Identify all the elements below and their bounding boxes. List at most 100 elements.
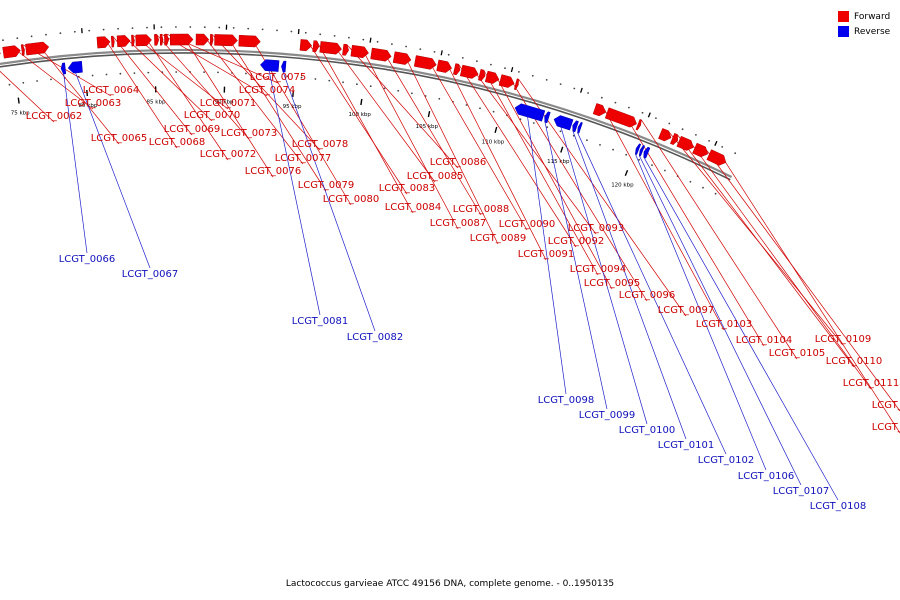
gene-label[interactable]: LCGT_0074 (239, 85, 296, 96)
gene-arrow-lcgt-0089[interactable] (392, 51, 412, 65)
gene-label[interactable]: LCGT_0066 (59, 254, 116, 265)
gene-arrow-lcgt-0070[interactable] (116, 35, 131, 48)
gene-label[interactable]: LCGT_0095 (584, 278, 641, 289)
gene-arrow-lcgt-0073[interactable] (154, 34, 160, 46)
gene-label[interactable]: LCGT_0067 (122, 269, 179, 280)
gene-arrow-lcgt-0113[interactable] (706, 149, 727, 166)
gene-arrow-lcgt-0086[interactable] (342, 43, 349, 56)
gene-arrow-lcgt-0112[interactable] (692, 142, 709, 158)
gene-arrow-lcgt-0092[interactable] (453, 63, 461, 76)
gene-arrow-lcgt-0105[interactable] (635, 118, 642, 131)
gene-arrow-lcgt-0094[interactable] (477, 68, 486, 82)
gene-label[interactable]: LCGT_0083 (379, 183, 436, 194)
gene-label[interactable]: LCGT_0099 (579, 410, 636, 421)
gene-arrow-lcgt-0110[interactable] (669, 132, 678, 145)
gene-label[interactable]: LCGT_0068 (149, 137, 206, 148)
gene-label[interactable]: LCGT_0085 (407, 171, 464, 182)
gene-arrow-lcgt-0096[interactable] (498, 74, 515, 88)
gene-label[interactable]: LCGT_0077 (275, 153, 332, 164)
gene-arrow-lcgt-0106[interactable] (635, 143, 642, 155)
gene-arrow-lcgt-0076[interactable] (169, 33, 194, 46)
gene-label[interactable]: LCGT_0064 (83, 85, 140, 96)
gene-arrow-lcgt-0088[interactable] (370, 47, 392, 62)
gene-label[interactable]: LCGT_0079 (298, 180, 355, 191)
gene-arrow-lcgt-0074[interactable] (159, 33, 164, 46)
gene-label[interactable]: LCGT_0073 (221, 128, 278, 139)
gene-arrow-lcgt-0095[interactable] (484, 70, 500, 84)
gene-arrow-lcgt-0063[interactable] (2, 45, 21, 59)
gene-arrow-lcgt-0064[interactable] (20, 44, 25, 56)
gene-label[interactable]: LCGT_0105 (769, 348, 826, 359)
gene-label[interactable]: LCGT_0097 (658, 305, 715, 316)
gene-label[interactable]: LCGT_0112 (872, 400, 900, 411)
gene-arrow-lcgt-0079[interactable] (214, 34, 238, 47)
gene-label[interactable]: LCGT_0090 (499, 219, 556, 230)
gene-arrow-lcgt-0109[interactable] (658, 128, 672, 142)
gene-label[interactable]: LCGT_0087 (430, 218, 487, 229)
gene-label[interactable]: LCGT_0094 (570, 264, 627, 275)
gene-arrow-lcgt-0065[interactable] (25, 41, 50, 56)
gene-label[interactable]: LCGT_0088 (453, 204, 510, 215)
legend-item-forward[interactable]: Forward (838, 9, 890, 24)
gene-label[interactable]: LCGT_0062 (26, 111, 83, 122)
gene-label[interactable]: LCGT_0078 (292, 139, 349, 150)
gene-arrow-lcgt-0103[interactable] (592, 103, 607, 117)
gene-arrow-lcgt-0072[interactable] (135, 34, 152, 47)
gene-arrow-lcgt-0111[interactable] (676, 135, 694, 151)
gene-label[interactable]: LCGT_0096 (619, 290, 676, 301)
gene-label[interactable]: LCGT_0071 (200, 98, 257, 109)
legend-item-reverse[interactable]: Reverse (838, 24, 890, 39)
gene-label[interactable]: LCGT_0070 (184, 110, 241, 121)
gene-label[interactable]: LCGT_0098 (538, 395, 595, 406)
gene-arrow-lcgt-0082[interactable] (281, 60, 287, 73)
gene-label[interactable]: LCGT_0089 (470, 233, 527, 244)
gene-label[interactable]: LCGT_0069 (164, 124, 221, 135)
gene-arrow-lcgt-0090[interactable] (413, 55, 437, 70)
gene-label[interactable]: LCGT_0081 (292, 316, 349, 327)
gene-label[interactable]: LCGT_0091 (518, 249, 575, 260)
gene-arrow-lcgt-0099[interactable] (544, 111, 551, 124)
gene-arrow-lcgt-0108[interactable] (643, 146, 651, 159)
gene-label[interactable]: LCGT_0113 (872, 422, 900, 433)
gene-arrow-lcgt-0071[interactable] (131, 34, 135, 47)
gene-label[interactable]: LCGT_0082 (347, 332, 404, 343)
gene-label[interactable]: LCGT_0086 (430, 157, 487, 168)
gene-label[interactable]: LCGT_0107 (773, 486, 830, 497)
gene-arrow-lcgt-0075[interactable] (164, 33, 170, 46)
gene-label[interactable]: LCGT_0101 (658, 440, 715, 451)
gene-arrow-lcgt-0104[interactable] (604, 107, 637, 128)
gene-arrow-lcgt-0091[interactable] (436, 59, 453, 73)
gene-label[interactable]: LCGT_0084 (385, 202, 442, 213)
gene-arrow-lcgt-0098[interactable] (514, 103, 546, 122)
gene-arrow-lcgt-0100[interactable] (553, 115, 574, 131)
gene-label[interactable]: LCGT_0076 (245, 166, 302, 177)
gene-label[interactable]: LCGT_0065 (91, 133, 148, 144)
gene-label[interactable]: LCGT_0072 (200, 149, 257, 160)
gene-arrow-lcgt-0080[interactable] (238, 34, 261, 48)
gene-label[interactable]: LCGT_0093 (568, 223, 625, 234)
gene-label[interactable]: LCGT_0103 (696, 319, 753, 330)
gene-arrow-lcgt-0078[interactable] (209, 34, 214, 46)
gene-arrow-lcgt-0087[interactable] (350, 44, 369, 59)
gene-arrow-lcgt-0062[interactable] (0, 49, 1, 66)
gene-label[interactable]: LCGT_0092 (548, 236, 605, 247)
gene-arrow-lcgt-0084[interactable] (312, 40, 320, 53)
gene-label[interactable]: LCGT_0106 (738, 471, 795, 482)
gene-label[interactable]: LCGT_0080 (323, 194, 380, 205)
gene-label[interactable]: LCGT_0104 (736, 335, 793, 346)
gene-label[interactable]: LCGT_0102 (698, 455, 755, 466)
gene-label[interactable]: LCGT_0110 (826, 356, 883, 367)
gene-label[interactable]: LCGT_0075 (250, 72, 307, 83)
gene-arrow-lcgt-0102[interactable] (577, 121, 583, 134)
gene-arrow-lcgt-0097[interactable] (513, 78, 519, 90)
gene-arrow-lcgt-0093[interactable] (459, 64, 479, 79)
gene-arrow-lcgt-0077[interactable] (195, 33, 210, 46)
gene-arrow-lcgt-0069[interactable] (110, 35, 115, 48)
gene-label[interactable]: LCGT_0108 (810, 501, 867, 512)
gene-arrow-lcgt-0068[interactable] (96, 36, 111, 49)
gene-label[interactable]: LCGT_0063 (65, 98, 122, 109)
gene-label[interactable]: LCGT_0109 (815, 334, 872, 345)
gene-arrow-lcgt-0067[interactable] (67, 61, 83, 74)
gene-label[interactable]: LCGT_0100 (619, 425, 676, 436)
gene-arrow-lcgt-0081[interactable] (260, 59, 280, 72)
